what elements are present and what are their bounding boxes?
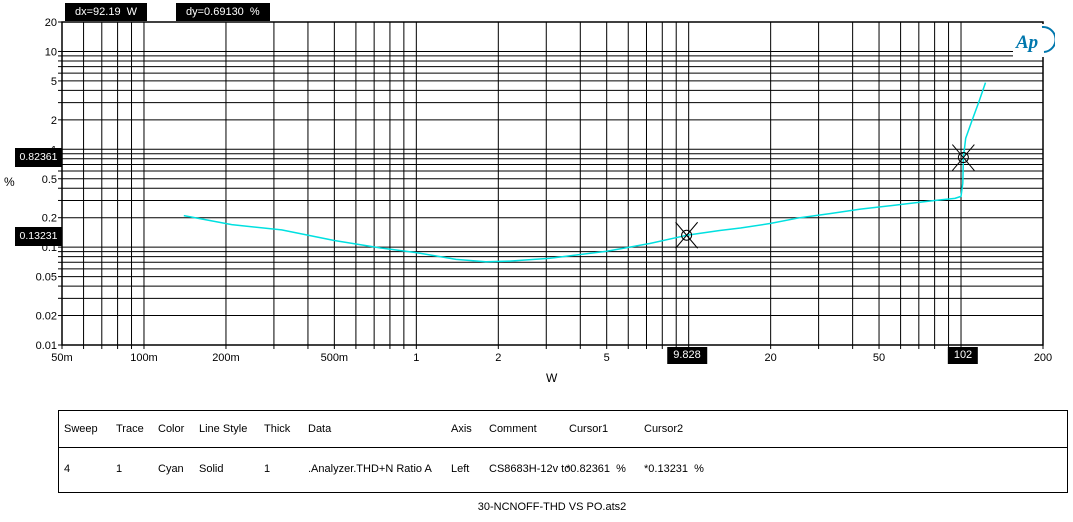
table-cell: Solid <box>199 463 224 475</box>
cursor1-x-value-badge[interactable]: 102 <box>947 347 979 364</box>
cursor-marker-circle[interactable] <box>957 152 969 164</box>
y-axis-unit-label: % <box>4 175 15 189</box>
trace-table: Sweep Trace Color Line Style Thick Data Axis Co… <box>58 410 1068 493</box>
trace-table-data-row: 4 1 Cyan Solid 1 .Analyzer.THD+N Ratio A Left C… <box>59 448 1067 490</box>
table-cell: CS8683H-12v to <box>489 463 571 475</box>
y-tick-label: 5 <box>51 76 57 88</box>
x-tick-label: 200m <box>212 352 240 364</box>
x-tick-label: 20 <box>765 352 777 364</box>
table-cell: .Analyzer.THD+N Ratio A <box>308 463 432 475</box>
table-cell: 1 <box>116 463 123 475</box>
cursor1-y-value-badge: 0.82361 <box>15 148 62 167</box>
table-cell: 4 <box>64 463 71 475</box>
table-header-comment: Comment <box>489 423 537 435</box>
plot-border <box>61 21 1044 346</box>
y-tick-label: 0.2 <box>42 213 57 225</box>
y-tick-label: 10 <box>45 46 57 58</box>
table-cell: *0.82361 % <box>566 463 626 475</box>
table-header-data: Data <box>308 423 332 435</box>
x-tick-label: 200 <box>1034 352 1052 364</box>
table-cell: Cyan <box>158 463 184 475</box>
table-header-thick: Thick <box>264 423 291 435</box>
x-tick-label: 500m <box>321 352 349 364</box>
thd-vs-power-plot[interactable]: 50m100m200m500m12510205010020020105210.5… <box>0 0 1073 400</box>
thd-trace <box>183 82 987 263</box>
table-header-trace: Trace <box>116 423 144 435</box>
x-tick-label: 50 <box>873 352 885 364</box>
x-tick-label: 2 <box>495 352 501 364</box>
table-cell: *0.13231 % <box>644 463 704 475</box>
cursor-marker-arm[interactable] <box>951 144 975 171</box>
cursor2-x-value-badge[interactable]: 9.828 <box>667 347 707 364</box>
ap-logo-text: Ap <box>1015 32 1038 53</box>
y-tick-label: 0.05 <box>36 272 57 284</box>
table-header-cursor2: Cursor2 <box>644 423 684 435</box>
y-tick-label: 2 <box>51 115 57 127</box>
table-header-line-style: Line Style <box>199 423 248 435</box>
cursor-marker-circle[interactable] <box>681 229 693 241</box>
table-cell: Left <box>451 463 470 475</box>
table-header-sweep: Sweep <box>64 423 98 435</box>
x-tick-label: 1 <box>413 352 419 364</box>
cursor2-y-value-badge: 0.13231 <box>15 227 62 246</box>
ap-logo-arc-icon <box>1041 25 1057 53</box>
cursor-marker-arm[interactable] <box>675 221 699 249</box>
x-tick-label: 50m <box>51 352 72 364</box>
y-tick-label: 0.5 <box>42 174 57 186</box>
audio-precision-logo: Ap <box>1013 24 1057 57</box>
y-tick-label: 20 <box>45 17 57 29</box>
x-tick-label: 5 <box>604 352 610 364</box>
y-tick-label: 0.01 <box>36 340 57 352</box>
table-cell: 1 <box>264 463 271 475</box>
test-file-name: 30-NCNOFF-THD VS PO.ats2 <box>477 501 627 513</box>
y-tick-label: 0.02 <box>36 311 57 323</box>
table-header-axis: Axis <box>451 423 472 435</box>
table-header-cursor1: Cursor1 <box>569 423 609 435</box>
x-axis-unit-label: W <box>546 371 558 385</box>
x-tick-label: 100m <box>130 352 158 364</box>
table-header-color: Color <box>158 423 185 435</box>
delta-y-readout: dy=0.69130 % <box>176 3 270 21</box>
trace-table-header-row: Sweep Trace Color Line Style Thick Data Axis Co… <box>59 411 1067 448</box>
delta-x-readout: dx=92.19 W <box>65 3 148 21</box>
